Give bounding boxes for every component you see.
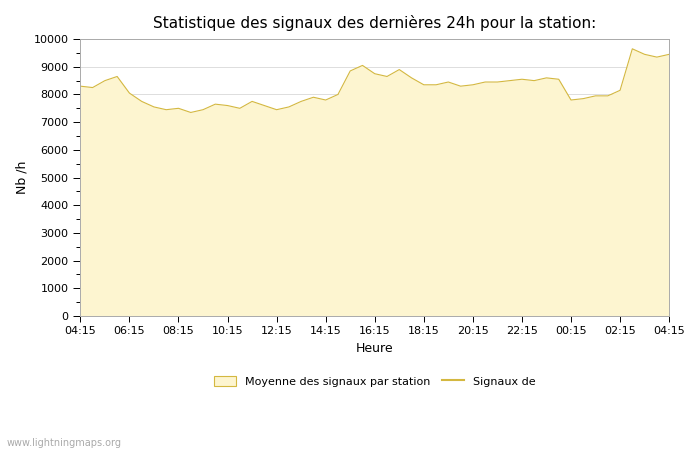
Legend: Moyenne des signaux par station, Signaux de: Moyenne des signaux par station, Signaux… xyxy=(209,371,540,391)
Title: Statistique des signaux des dernières 24h pour la station:: Statistique des signaux des dernières 24… xyxy=(153,15,596,31)
X-axis label: Heure: Heure xyxy=(356,342,393,355)
Text: www.lightningmaps.org: www.lightningmaps.org xyxy=(7,438,122,448)
Y-axis label: Nb /h: Nb /h xyxy=(15,161,28,194)
